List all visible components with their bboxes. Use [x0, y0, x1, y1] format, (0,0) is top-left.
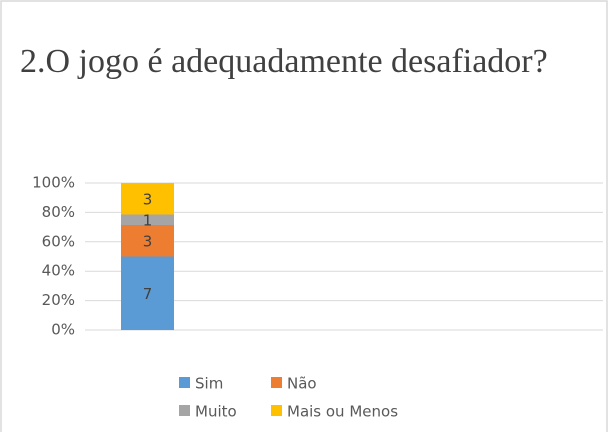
legend-swatch: [271, 377, 282, 388]
y-tick-label: 60%: [42, 232, 75, 250]
y-tick-label: 40%: [42, 262, 75, 280]
bar-segment: [121, 183, 174, 215]
bar-segment: [121, 214, 174, 225]
data-label: 3: [143, 190, 153, 208]
legend-swatch: [179, 405, 190, 416]
legend-swatch: [179, 377, 190, 388]
bar-segment: [121, 256, 174, 330]
y-tick-label: 20%: [42, 291, 75, 309]
y-tick-label: 100%: [32, 174, 75, 192]
data-label: 7: [143, 285, 153, 303]
y-tick-label: 0%: [51, 321, 75, 339]
legend-label: Sim: [195, 375, 223, 393]
legend-label: Não: [287, 375, 317, 393]
legend-label: Muito: [195, 403, 237, 421]
legend-swatch: [271, 405, 282, 416]
legend-label: Mais ou Menos: [287, 403, 398, 421]
bar-segment: [121, 225, 174, 257]
data-label: 1: [143, 211, 153, 229]
data-label: 3: [143, 232, 153, 250]
y-tick-label: 80%: [42, 203, 75, 221]
chart-title: 2.O jogo é adequadamente desafiador?: [20, 43, 548, 80]
